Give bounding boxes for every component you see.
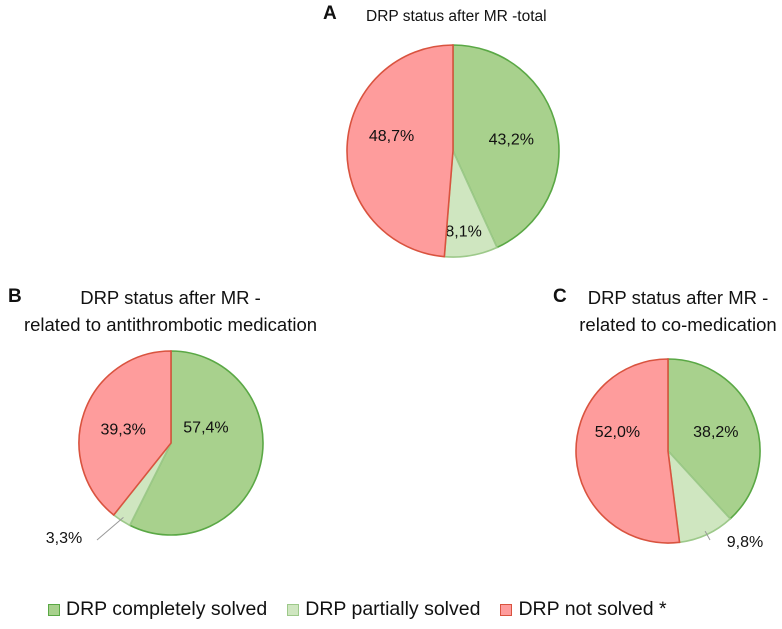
- pie-b-label-not: 39,3%: [100, 421, 145, 438]
- pie-b-slice-completely: [128, 350, 264, 536]
- pie-a-label-partially: 8,1%: [445, 224, 481, 241]
- legend-item-not: DRP not solved *: [500, 598, 667, 621]
- panel-a-letter: A: [323, 3, 337, 24]
- panel-c-letter: C: [553, 286, 567, 307]
- pie-c-label-partially: 9,8%: [727, 534, 763, 551]
- legend-item-completely: DRP completely solved: [48, 598, 267, 621]
- pie-c-slice-completely: [667, 358, 761, 520]
- pie-a-label-completely: 43,2%: [489, 131, 534, 148]
- legend-label-not: DRP not solved *: [518, 598, 667, 620]
- pie-b-label-partially: 3,3%: [46, 530, 82, 547]
- pie-b-label-completely: 57,4%: [183, 419, 228, 436]
- pie-a-slice-not: [346, 44, 454, 258]
- legend-item-partially: DRP partially solved: [287, 598, 480, 621]
- panel-b-title-line1: DRP status after MR -: [80, 287, 261, 308]
- pie-a-label-not: 48,7%: [369, 128, 414, 145]
- pie-charts-canvas: 43,2% 8,1% 48,7% 57,4% 3,3% 39,3% 38,2% 9,8% 52,…: [46, 44, 763, 551]
- panel-b-title: DRP status after MR - related to antithr…: [3, 284, 338, 338]
- legend: DRP completely solved DRP partially solv…: [48, 598, 687, 621]
- panel-b-title-line2: related to antithrombotic medication: [23, 314, 318, 335]
- pie-c-slice-not: [575, 358, 681, 544]
- pie-c-leader-partially: [704, 530, 711, 541]
- legend-label-partially: DRP partially solved: [305, 598, 481, 620]
- panel-c-title: DRP status after MR - related to co-medi…: [578, 284, 778, 338]
- pie-b-leader-partially: [96, 517, 124, 541]
- pie-c-label-completely: 38,2%: [693, 424, 738, 441]
- legend-swatch-not: [500, 603, 513, 616]
- legend-swatch-completely: [48, 603, 60, 616]
- panel-a-title: DRP status after MR -total: [366, 8, 547, 25]
- pie-b-slice-not: [78, 350, 172, 517]
- legend-label-completely: DRP completely solved: [66, 598, 268, 620]
- legend-swatch-partially: [287, 603, 300, 616]
- pie-c-label-not: 52,0%: [595, 424, 640, 441]
- panel-c-title-line1: DRP status after MR -: [587, 287, 769, 308]
- panel-b-letter: B: [8, 286, 22, 307]
- panel-c-title-line2: related to co-medication: [579, 314, 777, 335]
- pie-a-slice-completely: [452, 44, 560, 249]
